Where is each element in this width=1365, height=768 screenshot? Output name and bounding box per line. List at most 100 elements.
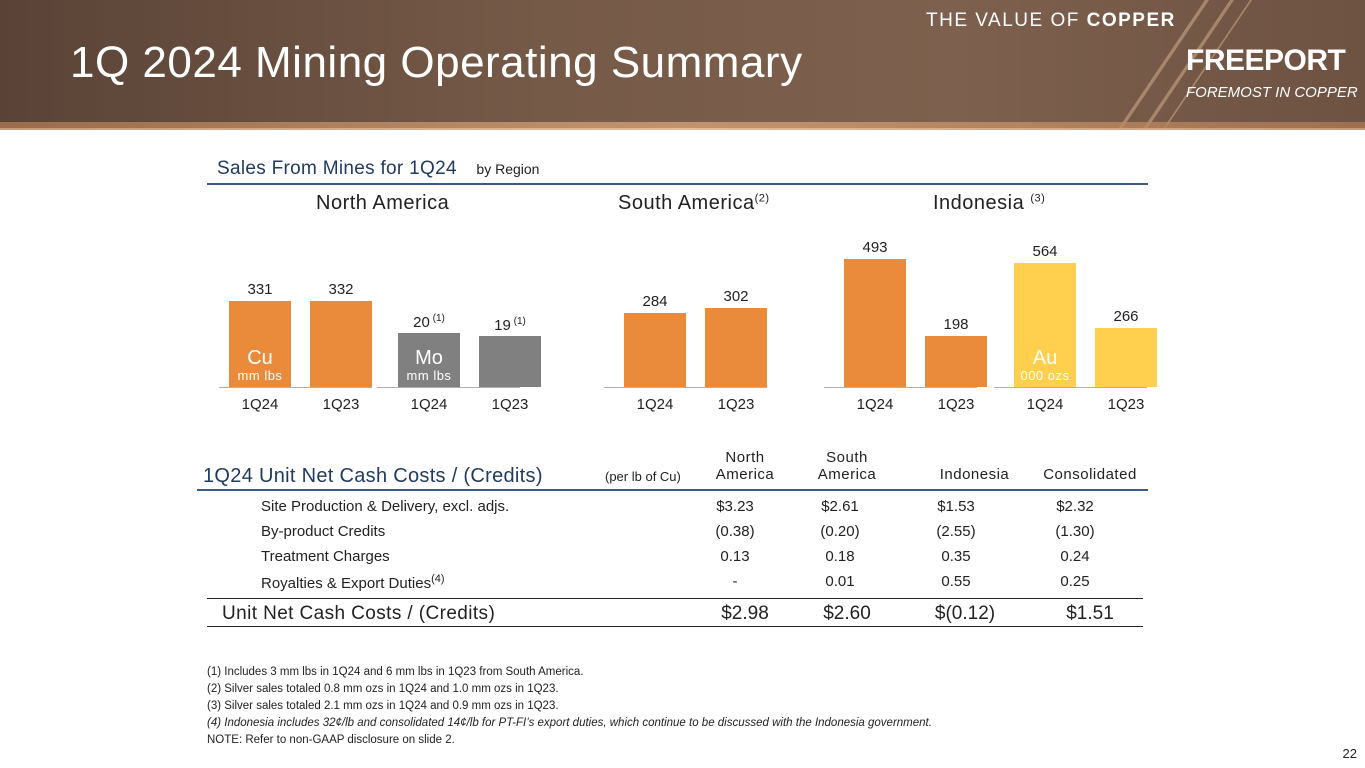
data-label-value: 20 xyxy=(413,314,430,331)
x-tick-label: 1Q24 xyxy=(410,396,448,413)
data-label: 198 xyxy=(921,316,991,333)
x-tick-label: 1Q23 xyxy=(937,396,975,413)
total-bottom-rule xyxy=(207,626,1143,627)
bar xyxy=(310,301,372,387)
cost-table-title: 1Q24 Unit Net Cash Costs / (Credits) xyxy=(203,465,543,487)
footnote-4: (4) Indonesia includes 32¢/lb and consol… xyxy=(207,717,932,729)
table-cell: (2.55) xyxy=(936,523,976,540)
chart-baseline xyxy=(604,387,767,388)
data-label: 19 (1) xyxy=(475,316,545,334)
column-header-line: America xyxy=(817,466,877,483)
chart-baseline xyxy=(824,387,977,388)
chart-baseline xyxy=(377,387,520,388)
metal-symbol: Mo xyxy=(415,347,443,369)
table-cell: $1.53 xyxy=(937,498,975,515)
region-south-america: South America(2) xyxy=(618,192,770,215)
table-cell: 0.25 xyxy=(1060,573,1090,590)
bar xyxy=(1095,328,1157,387)
bar xyxy=(479,336,541,387)
x-tick-label: 1Q24 xyxy=(1026,396,1064,413)
bar xyxy=(624,313,686,387)
brand-subtitle: FOREMOST IN COPPER xyxy=(1186,84,1358,101)
column-header-line: South xyxy=(826,449,868,466)
table-cell: (0.20) xyxy=(820,523,860,540)
data-label: 284 xyxy=(620,293,690,310)
metal-symbol: Au xyxy=(1032,347,1058,369)
data-label-value: 564 xyxy=(1032,243,1058,260)
metal-label: Au 000 ozs xyxy=(1014,348,1076,382)
row-label-text: Royalties & Export Duties xyxy=(261,575,432,592)
table-row-label: Site Production & Delivery, excl. adjs. xyxy=(261,498,509,515)
column-header-line: North xyxy=(725,449,765,466)
data-label: 332 xyxy=(306,281,376,298)
tagline-light: THE VALUE OF xyxy=(926,10,1087,31)
total-top-rule xyxy=(207,598,1143,599)
metal-label: Mo mm lbs xyxy=(398,348,460,382)
table-cell: $2.61 xyxy=(821,498,859,515)
data-label-value: 332 xyxy=(328,281,354,298)
table-cell: 0.35 xyxy=(941,548,971,565)
total-row-label: Unit Net Cash Costs / (Credits) xyxy=(222,603,496,624)
column-header-indonesia: Indonesia xyxy=(939,466,1010,483)
data-label-value: 284 xyxy=(642,293,668,310)
metal-label: Cu mm lbs xyxy=(229,348,291,382)
cost-table-note: (per lb of Cu) xyxy=(605,469,681,484)
data-label: 493 xyxy=(840,239,910,256)
table-cell: $2.32 xyxy=(1056,498,1094,515)
bar xyxy=(1014,263,1076,387)
data-label: 266 xyxy=(1091,308,1161,325)
region-name: South America xyxy=(618,192,755,214)
data-label-value: 198 xyxy=(943,316,969,333)
x-tick-label: 1Q23 xyxy=(491,396,529,413)
region-name: North America xyxy=(316,192,450,214)
tagline: THE VALUE OF COPPER xyxy=(926,10,1176,32)
cost-table-rule xyxy=(197,489,1148,491)
x-tick-label: 1Q24 xyxy=(856,396,894,413)
data-label-note: (1) xyxy=(429,313,445,324)
bar xyxy=(705,308,767,387)
table-cell: $3.23 xyxy=(716,498,754,515)
row-label-text: Site Production & Delivery, excl. adjs. xyxy=(261,498,510,515)
total-cell-north-america: $2.98 xyxy=(721,603,769,624)
total-cell-indonesia: $(0.12) xyxy=(934,603,996,624)
footnote-note: NOTE: Refer to non-GAAP disclosure on sl… xyxy=(207,734,455,746)
x-tick-label: 1Q24 xyxy=(241,396,279,413)
metal-symbol: Cu xyxy=(247,347,273,369)
region-note: (3) xyxy=(1030,192,1046,205)
data-label: 302 xyxy=(701,288,771,305)
column-header-north-america: North America xyxy=(700,449,790,483)
sales-subtitle: by Region xyxy=(476,161,540,177)
total-cell-south-america: $2.60 xyxy=(823,603,871,624)
chart-baseline xyxy=(994,387,1147,388)
column-header-consolidated: Consolidated xyxy=(1043,466,1137,483)
sales-section-title: Sales From Mines for 1Q24 by Region xyxy=(217,158,539,180)
table-cell: 0.55 xyxy=(941,573,971,590)
chart-baseline xyxy=(219,387,372,388)
bar xyxy=(925,336,987,387)
data-label-value: 331 xyxy=(247,281,273,298)
data-label: 331 xyxy=(225,281,295,298)
data-label: 20 (1) xyxy=(394,313,464,331)
header-accent-band xyxy=(0,122,1365,130)
table-cell: (0.38) xyxy=(715,523,755,540)
x-tick-label: 1Q24 xyxy=(636,396,674,413)
table-cell: - xyxy=(732,573,738,590)
data-label-value: 266 xyxy=(1113,308,1139,325)
column-header-south-america: South America xyxy=(802,449,892,483)
data-label-value: 302 xyxy=(723,288,749,305)
sales-title: Sales From Mines for 1Q24 xyxy=(217,158,457,179)
region-north-america: North America xyxy=(316,192,449,215)
total-cell-consolidated: $1.51 xyxy=(1066,603,1114,624)
column-header-line: America xyxy=(715,466,775,483)
bar xyxy=(229,301,291,387)
x-tick-label: 1Q23 xyxy=(1107,396,1145,413)
row-label-text: By-product Credits xyxy=(261,523,386,540)
table-row-label: By-product Credits xyxy=(261,523,385,540)
bar xyxy=(844,259,906,387)
page-number: 22 xyxy=(1342,746,1357,761)
footnote-3: (3) Silver sales totaled 2.1 mm ozs in 1… xyxy=(207,700,559,712)
table-row-label: Treatment Charges xyxy=(261,548,390,565)
row-label-note: (4) xyxy=(431,573,445,585)
data-label: 564 xyxy=(1010,243,1080,260)
header-banner xyxy=(0,0,1365,128)
